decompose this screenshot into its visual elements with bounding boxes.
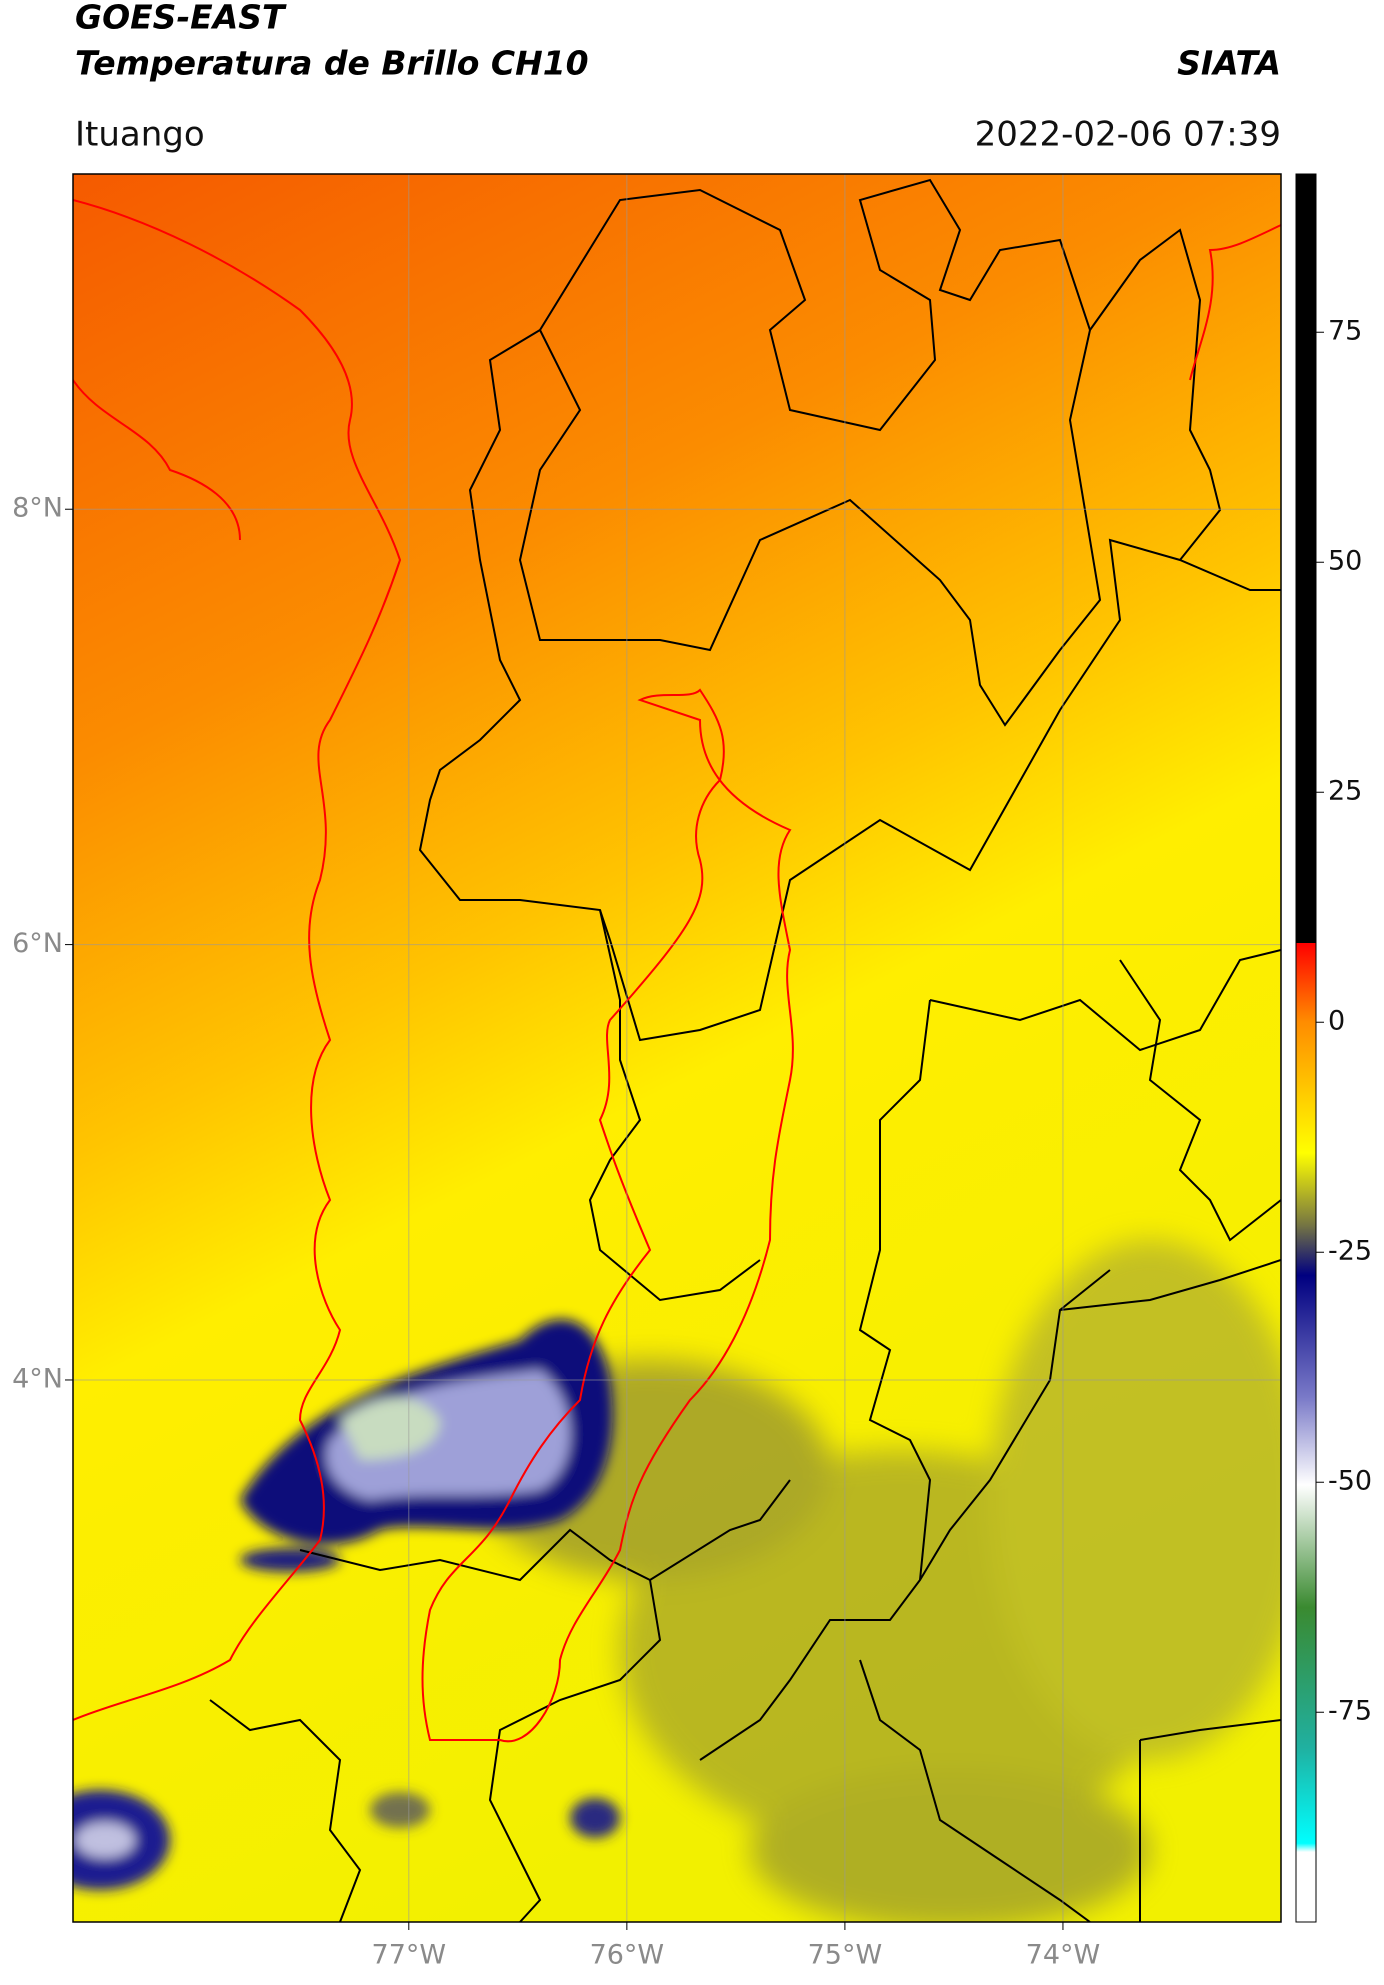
colorbar-label: -75 [1328, 1696, 1372, 1727]
lon-label: 74°W [1026, 1940, 1101, 1971]
satellite: GOES-EAST [75, 0, 287, 37]
colorbar-label: 25 [1328, 776, 1362, 807]
colorbar [1295, 173, 1317, 1923]
lon-label: 76°W [590, 1940, 665, 1971]
lon-label: 77°W [372, 1940, 447, 1971]
colorbar-label: -25 [1328, 1236, 1372, 1267]
product: Temperatura de Brillo CH10 [75, 44, 589, 83]
colorbar-label: -50 [1328, 1466, 1372, 1497]
datetime: 2022-02-06 07:39 [975, 115, 1281, 155]
lat-label: 4°N [12, 1363, 63, 1394]
location: Ituango [75, 115, 205, 155]
lon-label: 75°W [808, 1940, 883, 1971]
graticule [73, 174, 1281, 1922]
colorbar-label: 75 [1328, 316, 1362, 347]
colorbar-label: 50 [1328, 546, 1362, 577]
map-frame [72, 173, 1282, 1923]
map-image [73, 174, 1281, 1922]
colorbar-label: 0 [1328, 1006, 1345, 1037]
lat-label: 8°N [12, 493, 63, 524]
lat-label: 6°N [12, 928, 63, 959]
source: SIATA [1177, 44, 1281, 83]
